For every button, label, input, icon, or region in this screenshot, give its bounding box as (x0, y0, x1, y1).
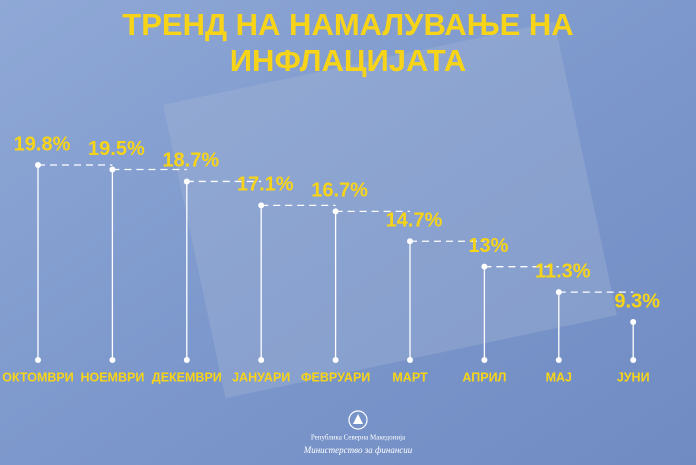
point (332, 208, 339, 215)
category-label: АПРИЛ (462, 370, 506, 384)
value-label: 18.7% (162, 150, 219, 172)
base-dot (258, 357, 265, 363)
background-photo (163, 21, 617, 399)
base-dot (183, 357, 190, 363)
footer-line: Министерство за финансии (303, 445, 413, 455)
point (407, 238, 413, 245)
chart-title: ТРЕНД НА НАМАЛУВАЊЕ НА (122, 7, 573, 42)
base-dot (555, 357, 562, 363)
base-dot (407, 357, 413, 363)
category-label: МАЈ (546, 370, 572, 384)
footer-line: Република Северна Македонија (311, 434, 406, 442)
base-dot (332, 357, 339, 363)
point (258, 202, 265, 209)
category-label: ЈАНУАРИ (232, 370, 290, 384)
point (183, 178, 190, 185)
point (630, 319, 637, 325)
value-label: 16.7% (311, 180, 368, 202)
point (35, 162, 41, 168)
point (555, 289, 562, 296)
category-label: ДЕКЕМВРИ (152, 370, 222, 384)
category-label: НОЕМВРИ (80, 370, 144, 384)
point (481, 263, 488, 270)
category-label: ОКТОМВРИ (2, 370, 73, 384)
category-label: ФЕВРУАРИ (301, 370, 370, 384)
value-label: 19.8% (14, 133, 71, 155)
value-label: 13% (468, 235, 508, 257)
base-dot (35, 357, 41, 363)
value-label: 14.7% (386, 210, 443, 232)
value-label: 11.3% (535, 260, 591, 282)
value-label: 17.1% (237, 174, 294, 196)
value-label: 9.3% (614, 290, 660, 312)
base-dot (481, 357, 488, 363)
base-dot (630, 357, 637, 363)
logo (348, 410, 368, 430)
point (109, 166, 116, 173)
value-label: 19.5% (88, 138, 145, 160)
category-label: МАРТ (392, 370, 428, 384)
base-dot (109, 357, 116, 363)
chart-title: ИНФЛАЦИЈАТА (230, 43, 466, 78)
category-label: ЈУНИ (617, 370, 650, 384)
